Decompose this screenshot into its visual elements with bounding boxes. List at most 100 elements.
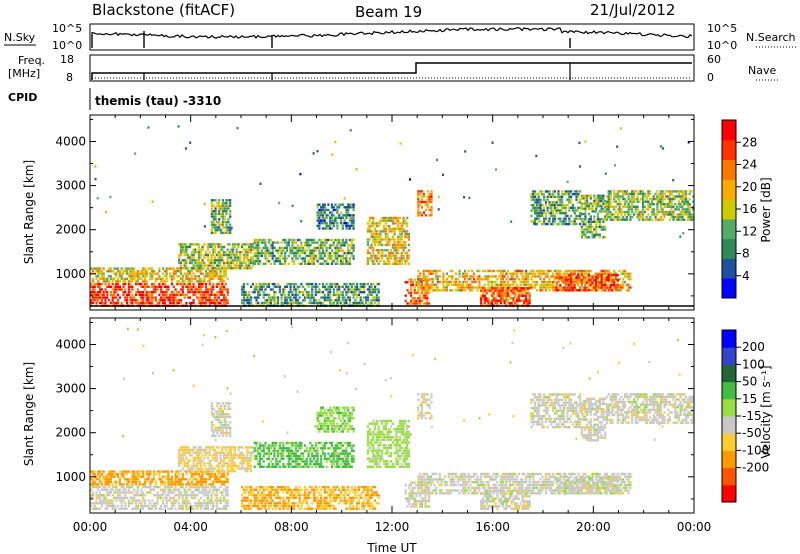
power-cell <box>419 297 422 300</box>
power-cell <box>294 291 298 294</box>
power-cell <box>600 210 603 213</box>
power-cell <box>350 285 353 288</box>
power-cell <box>605 215 609 219</box>
power-cell <box>212 218 215 221</box>
power-cell <box>559 198 562 201</box>
power-cell <box>573 193 576 196</box>
power-cell <box>244 267 247 270</box>
power-cell <box>494 297 497 300</box>
power-cell <box>507 280 510 284</box>
power-cell <box>555 203 558 207</box>
power-cell <box>129 270 132 273</box>
velocity-cell <box>203 485 206 489</box>
velocity-cell <box>187 483 190 486</box>
velocity-cell <box>188 494 192 497</box>
power-cell <box>269 288 272 291</box>
power-cell <box>539 212 542 215</box>
power-cell <box>510 275 513 278</box>
power-cell <box>176 301 179 305</box>
power-cell <box>311 249 314 252</box>
power-cell <box>557 190 560 193</box>
power-cell <box>649 205 652 208</box>
power-cell <box>190 301 193 305</box>
power-cell <box>539 289 542 292</box>
power-cell <box>580 236 583 239</box>
power-cell <box>214 245 217 249</box>
power-cell <box>391 246 394 249</box>
power-cell <box>379 249 382 252</box>
power-cell <box>575 217 578 220</box>
velocity-cell <box>147 499 150 502</box>
power-cell <box>429 278 432 281</box>
power-cell <box>97 285 100 288</box>
power-cell <box>225 229 228 232</box>
velocity-cell <box>147 470 150 473</box>
velocity-cell <box>131 491 134 494</box>
power-cell <box>318 291 321 294</box>
power-cell <box>593 197 596 200</box>
power-cell <box>217 256 220 259</box>
power-cell <box>528 287 531 290</box>
power-cell <box>345 254 348 258</box>
power-cell <box>442 280 445 284</box>
power-cell <box>613 215 616 219</box>
power-cell <box>535 269 538 273</box>
power-cell <box>131 299 134 302</box>
power-cell <box>293 252 296 255</box>
power-cell <box>577 269 580 273</box>
velocity-cell <box>201 502 204 505</box>
power-cell <box>208 264 211 267</box>
power-cell <box>97 280 100 283</box>
power-cell <box>266 246 269 250</box>
power-cell <box>561 206 564 209</box>
power-cell <box>564 222 567 226</box>
velocity-cell <box>170 470 174 473</box>
power-cell <box>108 267 111 270</box>
power-cell <box>406 232 409 236</box>
power-cell <box>217 264 220 267</box>
power-cell <box>219 259 222 262</box>
power-cell <box>417 286 420 289</box>
power-cell <box>223 201 226 205</box>
power-cell <box>541 269 544 273</box>
power-cell <box>406 216 409 220</box>
power-cell <box>532 209 535 212</box>
power-cell <box>280 254 283 258</box>
power-cell <box>259 254 262 258</box>
power-cell <box>329 222 332 225</box>
power-cell <box>426 289 429 292</box>
power-cell <box>217 282 220 286</box>
power-cell <box>264 244 267 247</box>
power-cell <box>244 248 247 251</box>
velocity-cell <box>152 485 156 489</box>
power-cell <box>224 270 227 273</box>
power-cell <box>172 275 175 278</box>
power-cell <box>491 141 494 144</box>
velocity-cell <box>161 494 165 497</box>
power-cell <box>613 269 616 273</box>
velocity-cell <box>196 478 199 481</box>
power-cell <box>544 286 547 289</box>
power-cell <box>143 275 147 278</box>
velocity-cell <box>206 507 209 510</box>
power-cell <box>463 196 465 199</box>
power-cell <box>519 292 522 295</box>
power-cell <box>605 218 609 221</box>
power-cell <box>131 280 134 283</box>
power-cell <box>221 285 224 288</box>
power-cell <box>109 275 112 278</box>
power-cell <box>339 293 343 297</box>
power-cell <box>163 301 166 305</box>
power-cell <box>593 234 596 238</box>
velocity-cell <box>151 480 154 484</box>
power-cell <box>377 262 380 265</box>
velocity-cell <box>224 499 227 502</box>
power-cell <box>227 199 230 202</box>
power-cell <box>375 222 378 225</box>
power-cell <box>343 197 346 200</box>
power-cell <box>676 215 679 219</box>
velocity-cell <box>118 470 121 473</box>
power-cell <box>316 246 319 250</box>
velocity-cell <box>188 478 192 481</box>
power-cell <box>438 280 441 284</box>
